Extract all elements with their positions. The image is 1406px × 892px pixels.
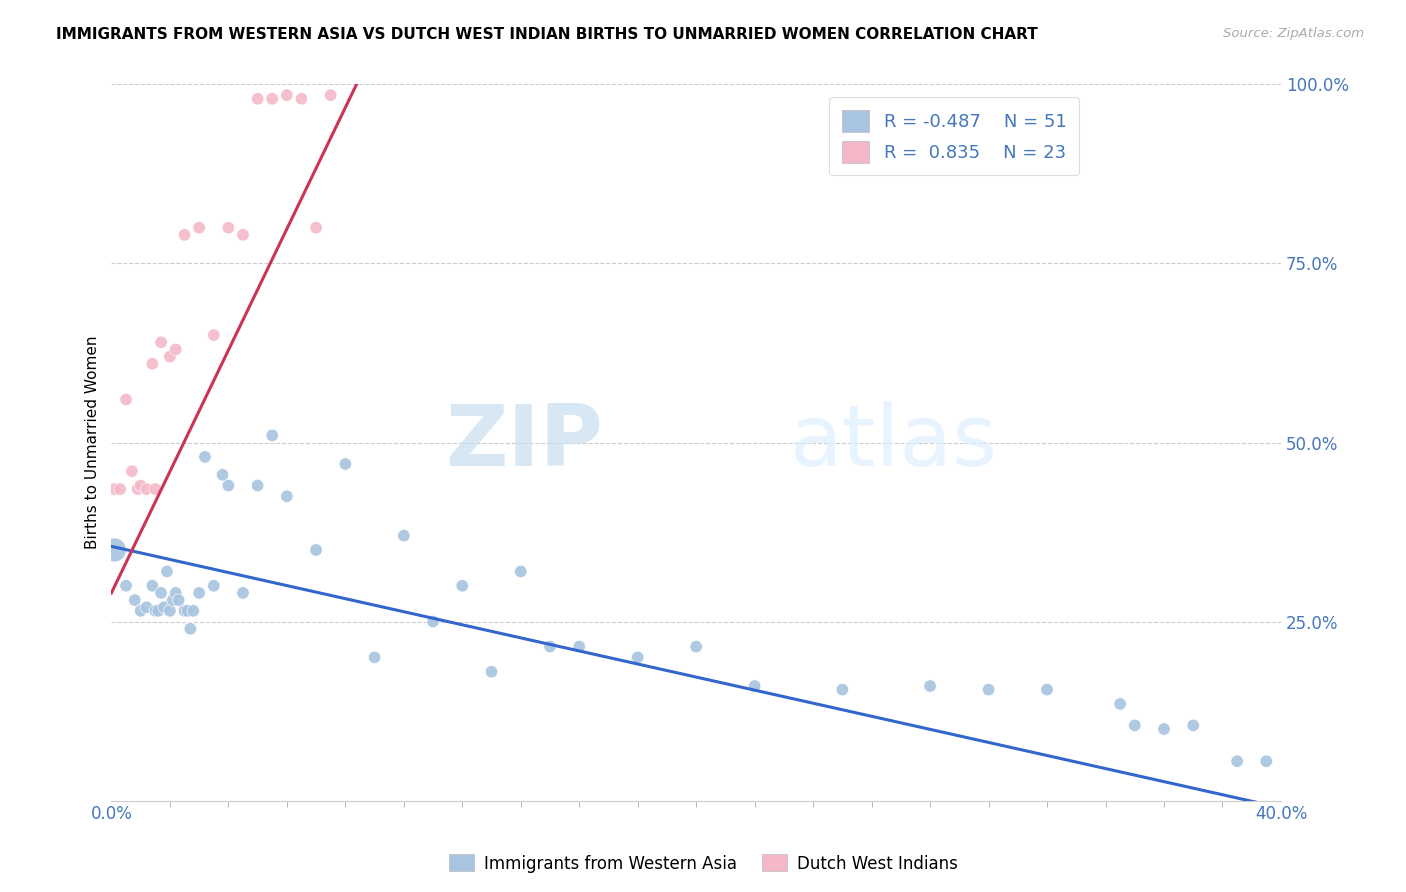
Point [153,600,176,615]
Point [568,640,591,654]
Point [363,650,385,665]
Legend: R = -0.487    N = 51, R =  0.835    N = 23: R = -0.487 N = 51, R = 0.835 N = 23 [830,97,1078,176]
Point [335,457,357,471]
Point [262,92,284,106]
Point [129,478,152,492]
Point [156,565,179,579]
Point [141,579,163,593]
Point [121,464,143,478]
Point [108,482,131,496]
Point [217,478,239,492]
Point [103,482,125,496]
Point [194,450,217,464]
Text: atlas: atlas [790,401,998,484]
Point [232,586,254,600]
Point [167,593,190,607]
Point [143,482,166,496]
Y-axis label: Births to Unmarried Women: Births to Unmarried Women [86,335,100,549]
Point [181,604,204,618]
Point [124,593,146,607]
Text: IMMIGRANTS FROM WESTERN ASIA VS DUTCH WEST INDIAN BIRTHS TO UNMARRIED WOMEN CORR: IMMIGRANTS FROM WESTERN ASIA VS DUTCH WE… [56,27,1038,42]
Point [173,604,195,618]
Point [135,482,157,496]
Point [141,357,163,371]
Point [115,579,138,593]
Point [202,328,225,343]
Point [127,482,149,496]
Point [422,615,444,629]
Point [188,220,211,235]
Point [232,227,254,242]
Point [319,88,342,103]
Point [831,682,853,697]
Point [305,543,328,558]
Point [246,92,269,106]
Text: ZIP: ZIP [444,401,603,484]
Point [150,586,173,600]
Point [977,682,1000,697]
Point [150,335,173,350]
Point [392,528,415,542]
Point [179,622,201,636]
Point [143,604,166,618]
Point [211,467,233,482]
Point [129,604,152,618]
Text: Source: ZipAtlas.com: Source: ZipAtlas.com [1223,27,1364,40]
Point [262,428,284,442]
Point [115,392,138,407]
Point [276,88,298,103]
Point [202,579,225,593]
Point [188,586,211,600]
Point [148,604,170,618]
Point [173,227,195,242]
Point [1226,754,1249,768]
Point [538,640,561,654]
Point [305,220,328,235]
Point [103,543,125,558]
Point [276,489,298,503]
Point [627,650,650,665]
Legend: Immigrants from Western Asia, Dutch West Indians: Immigrants from Western Asia, Dutch West… [441,847,965,880]
Point [509,565,531,579]
Point [920,679,942,693]
Point [159,350,181,364]
Point [1109,697,1132,711]
Point [1153,722,1175,736]
Point [165,343,187,357]
Point [246,478,269,492]
Point [159,604,181,618]
Point [1182,718,1205,732]
Point [481,665,503,679]
Point [1123,718,1146,732]
Point [135,600,157,615]
Point [451,579,474,593]
Point [1036,682,1059,697]
Point [162,593,184,607]
Point [176,604,198,618]
Point [744,679,766,693]
Point [217,220,239,235]
Point [1256,754,1278,768]
Point [685,640,707,654]
Point [290,92,312,106]
Point [165,586,187,600]
